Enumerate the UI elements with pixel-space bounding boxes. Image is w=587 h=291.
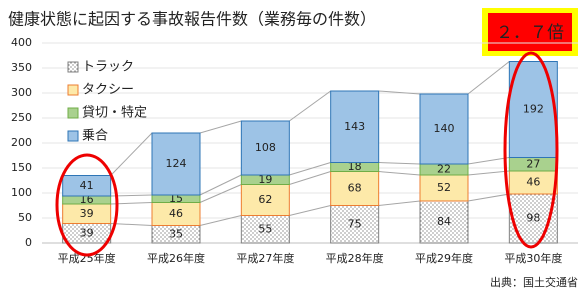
connector-line xyxy=(378,162,421,165)
legend-swatch xyxy=(67,130,79,142)
legend-swatch xyxy=(67,61,79,73)
bar-segment xyxy=(419,93,469,165)
highlight-ellipse xyxy=(55,153,119,257)
value-label: 75 xyxy=(348,217,362,230)
value-label: 41 xyxy=(80,179,94,192)
connector-line xyxy=(467,193,510,202)
y-tick-label: 400 xyxy=(11,36,32,49)
x-tick-label: 平成26年度 xyxy=(147,251,205,265)
x-tick-label: 平成25年度 xyxy=(58,251,116,265)
legend-label: 貸切・特定 xyxy=(82,105,147,121)
annotation: ２．７倍 xyxy=(496,23,564,43)
x-tick-label: 平成30年度 xyxy=(504,251,562,265)
connector-line xyxy=(378,200,421,206)
connector-line xyxy=(289,162,331,176)
connector-line xyxy=(467,61,510,95)
legend-label: 乗合 xyxy=(82,129,108,144)
value-label: 124 xyxy=(166,157,187,170)
y-tick-label: 250 xyxy=(11,111,32,124)
highlight-ellipse xyxy=(503,51,559,249)
value-label: 27 xyxy=(526,157,540,170)
value-label: 19 xyxy=(258,173,272,186)
connector-line xyxy=(199,174,242,196)
connector-line xyxy=(289,171,331,185)
y-tick-label: 300 xyxy=(11,86,32,99)
bar-segment xyxy=(240,120,290,176)
connector-line xyxy=(378,171,421,176)
connector-line xyxy=(199,215,242,226)
y-tick-label: 150 xyxy=(11,161,32,174)
x-tick-label: 平成29年度 xyxy=(415,251,473,265)
connector-line xyxy=(289,205,331,216)
connector-line xyxy=(110,223,153,226)
value-label: 39 xyxy=(80,226,94,239)
bar-segment xyxy=(330,90,380,163)
connector-line xyxy=(110,132,153,176)
value-label: 140 xyxy=(434,122,455,135)
value-label: 62 xyxy=(258,193,272,206)
value-label: 22 xyxy=(437,163,451,176)
value-label: 108 xyxy=(255,141,276,154)
legend-label: トラック xyxy=(82,60,134,75)
connector-line xyxy=(467,157,510,165)
y-tick-label: 350 xyxy=(11,61,32,74)
value-label: 18 xyxy=(348,160,362,173)
value-label: 46 xyxy=(169,207,183,220)
value-label: 98 xyxy=(526,212,540,225)
legend-swatch xyxy=(67,107,79,119)
bar-segment xyxy=(62,175,112,197)
legend-swatch xyxy=(67,84,79,96)
x-tick-label: 平成28年度 xyxy=(326,251,384,265)
value-label: 143 xyxy=(344,120,365,133)
connector-line xyxy=(289,90,331,122)
value-label: 35 xyxy=(169,227,183,240)
value-label: 52 xyxy=(437,181,451,194)
value-label: 68 xyxy=(348,182,362,195)
annotation-box xyxy=(488,13,572,51)
connector-line xyxy=(199,184,242,203)
bar-segment xyxy=(240,215,290,244)
y-tick-label: 50 xyxy=(18,211,32,224)
value-label: 39 xyxy=(80,207,94,220)
legend-label: タクシー xyxy=(82,83,134,98)
y-tick-label: 100 xyxy=(11,186,32,199)
x-tick-label: 平成27年度 xyxy=(236,251,294,265)
chart-title: 健康状態に起因する事故報告件数（業務毎の件数） xyxy=(8,10,376,29)
value-label: 46 xyxy=(526,176,540,189)
connector-line xyxy=(378,90,421,95)
connector-line xyxy=(467,170,510,176)
y-tick-label: 200 xyxy=(11,136,32,149)
bar-segment xyxy=(151,132,201,196)
source: 出典：国土交通省 xyxy=(490,275,578,289)
value-label: 192 xyxy=(523,103,544,116)
y-tick-label: 0 xyxy=(25,236,32,249)
value-label: 55 xyxy=(258,222,272,235)
connector-line xyxy=(199,120,242,134)
value-label: 84 xyxy=(437,215,451,228)
bar-segment xyxy=(419,200,469,244)
